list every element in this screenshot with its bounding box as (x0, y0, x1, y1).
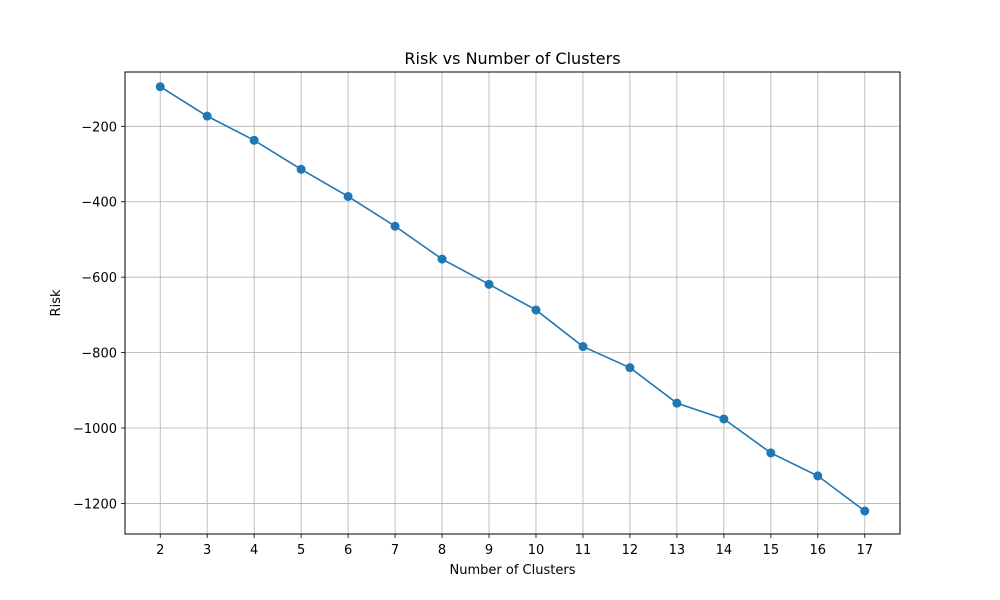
y-tick-label: −600 (81, 271, 117, 286)
data-point (578, 342, 588, 352)
data-point (672, 398, 682, 408)
x-tick-label: 16 (810, 543, 827, 558)
x-tick-label: 3 (203, 543, 211, 558)
x-tick-label: 7 (391, 543, 399, 558)
x-tick-label: 17 (856, 543, 873, 558)
data-point (766, 448, 776, 458)
data-point (343, 191, 353, 201)
x-tick-label: 8 (438, 543, 446, 558)
data-point (390, 221, 400, 231)
data-point (484, 279, 494, 289)
x-tick-label: 12 (622, 543, 639, 558)
x-tick-label: 11 (575, 543, 592, 558)
y-axis-title: Risk (49, 289, 64, 316)
y-tick-label: −800 (81, 347, 117, 362)
data-point (437, 254, 447, 264)
data-point (860, 506, 870, 516)
x-tick-label: 15 (763, 543, 780, 558)
tick-layer: 2 3 4 5 6 7 8 9 10 11 12 13 14 15 16 17 −1200 −1000 −800 −6… (73, 120, 873, 558)
plot-frame (124, 71, 901, 535)
series-line (159, 86, 866, 512)
x-tick-label: 5 (297, 543, 305, 558)
data-point (531, 305, 541, 315)
data-point (625, 363, 635, 373)
x-tick-label: 2 (156, 543, 164, 558)
series-layer (155, 82, 870, 516)
data-point (249, 135, 259, 145)
data-point (202, 111, 212, 121)
data-point (719, 414, 729, 424)
data-point (296, 164, 306, 174)
y-tick-label: −400 (81, 196, 117, 211)
data-point (155, 82, 165, 92)
data-point (813, 471, 823, 481)
x-tick-label: 10 (528, 543, 545, 558)
x-tick-label: 9 (485, 543, 493, 558)
y-tick-label: −1200 (73, 497, 117, 512)
y-tick-label: −200 (81, 120, 117, 135)
x-tick-label: 6 (344, 543, 352, 558)
x-tick-label: 4 (250, 543, 258, 558)
x-tick-label: 13 (669, 543, 686, 558)
x-axis-title: Number of Clusters (450, 563, 576, 578)
y-tick-label: −1000 (73, 422, 117, 437)
x-tick-label: 14 (716, 543, 733, 558)
chart-title: Risk vs Number of Clusters (404, 49, 620, 68)
